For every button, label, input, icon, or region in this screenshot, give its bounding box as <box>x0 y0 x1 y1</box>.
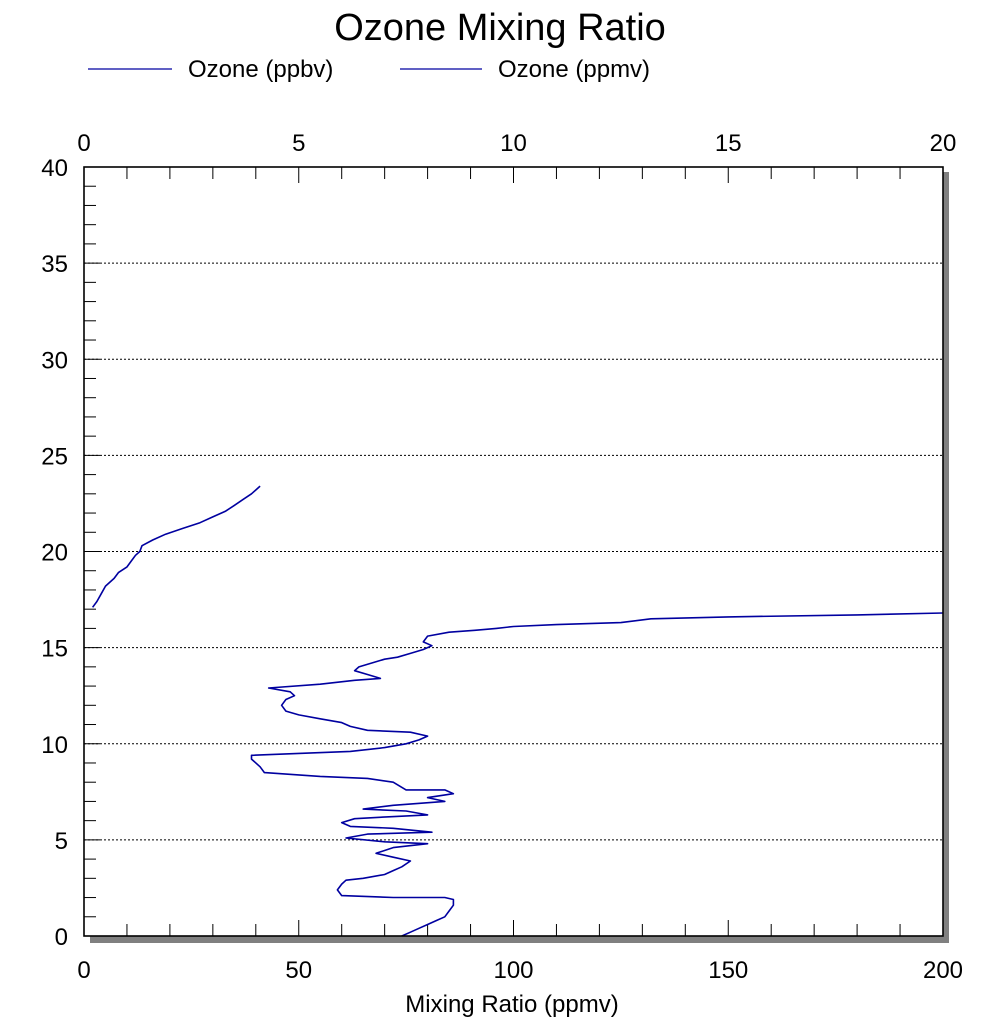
x-top-tick-label: 10 <box>500 130 527 157</box>
y-tick-label: 25 <box>41 443 68 470</box>
plot-shadow-bottom <box>90 936 949 943</box>
y-tick-label: 15 <box>41 636 68 663</box>
plot-area <box>83 166 944 937</box>
y-tick-label: 10 <box>41 732 68 759</box>
legend: Ozone (ppbv) Ozone (ppmv) <box>88 56 650 83</box>
y-tick-label: 30 <box>41 347 68 374</box>
x-top-tick-label: 15 <box>715 130 742 157</box>
gridlines <box>84 262 943 841</box>
x-bottom-tick-label: 0 <box>77 957 90 984</box>
series-line-ppmv <box>91 485 261 608</box>
x-top-tick-label: 0 <box>77 130 90 157</box>
legend-label-ppmv: Ozone (ppmv) <box>498 56 650 83</box>
plot-shadow-right <box>943 172 949 943</box>
x-bottom-tick-label: 100 <box>493 957 533 984</box>
x-axis-label: Mixing Ratio (ppmv) <box>405 991 618 1018</box>
x-bottom-tick-label: 200 <box>923 957 963 984</box>
y-tick-label: 20 <box>41 540 68 567</box>
series-lines <box>91 485 944 937</box>
x-top-tick-label: 5 <box>292 130 305 157</box>
x-bottom-tick-label: 150 <box>708 957 748 984</box>
y-tick-label: 5 <box>55 828 68 855</box>
chart-title: Ozone Mixing Ratio <box>334 7 666 49</box>
legend-label-ppbv: Ozone (ppbv) <box>188 56 333 83</box>
series-line-ppbv <box>250 612 944 937</box>
x-bottom-tick-label: 50 <box>285 957 312 984</box>
axis-ticks: 0 5 10 15 20 25 30 35 40 0 50 100 150 200 0 5 10 15 20 <box>41 130 963 984</box>
y-tick-label: 0 <box>55 924 68 951</box>
y-tick-label: 35 <box>41 251 68 278</box>
x-top-tick-label: 20 <box>930 130 957 157</box>
y-tick-label: 40 <box>41 155 68 182</box>
